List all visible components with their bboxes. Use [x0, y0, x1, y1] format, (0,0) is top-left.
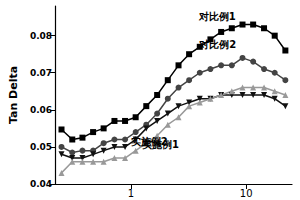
svg-text:0.08: 0.08	[30, 31, 52, 41]
svg-text:0.05: 0.05	[30, 142, 52, 152]
svg-text:对比例2: 对比例2	[198, 39, 236, 50]
svg-text:Tan Delta: Tan Delta	[7, 66, 20, 124]
svg-text:实施例1: 实施例1	[142, 139, 179, 150]
svg-text:0.04: 0.04	[30, 179, 52, 189]
svg-text:10: 10	[240, 188, 253, 199]
svg-text:对比例1: 对比例1	[198, 11, 236, 22]
svg-text:0.07: 0.07	[30, 68, 52, 78]
svg-text:1: 1	[128, 188, 134, 199]
svg-text:0.06: 0.06	[30, 105, 52, 115]
